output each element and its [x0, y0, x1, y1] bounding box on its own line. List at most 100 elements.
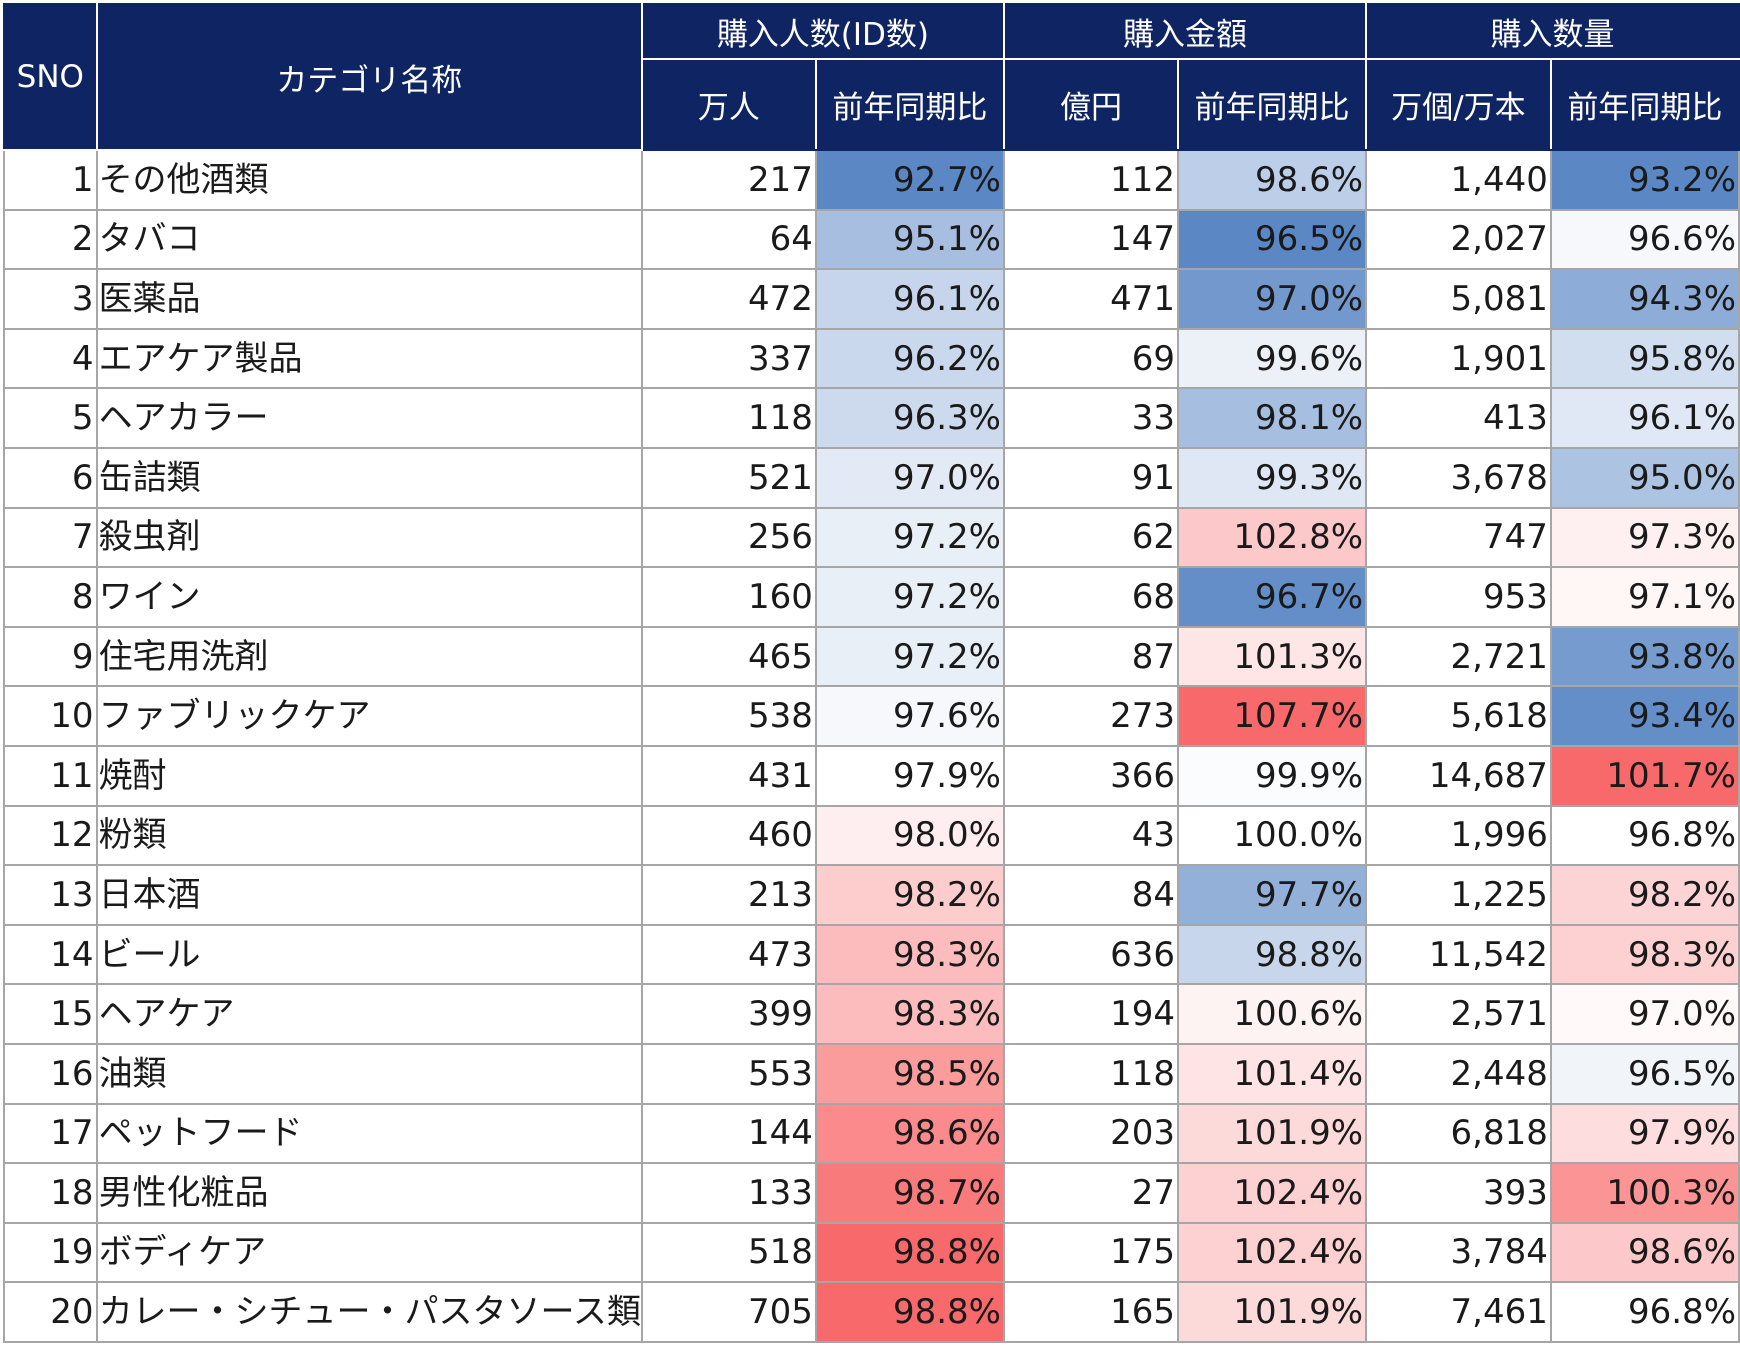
cell-amount-yoy[interactable]: 96.7%	[1176, 566, 1368, 628]
cell-buyers-yoy[interactable]: 96.3%	[814, 387, 1005, 449]
cell-category[interactable]: ボディケア	[95, 1221, 643, 1284]
cell-buyers-yoy[interactable]: 98.2%	[814, 864, 1005, 926]
cell-buyers[interactable]: 518	[640, 1221, 817, 1284]
header-quantity-yoy[interactable]: 前年同期比	[1549, 58, 1740, 151]
cell-buyers[interactable]: 538	[640, 685, 817, 747]
header-group-buyers[interactable]: 購入人数(ID数)	[640, 3, 1005, 60]
cell-sno[interactable]: 15	[3, 983, 98, 1045]
cell-amount[interactable]: 366	[1002, 744, 1179, 807]
cell-amount-yoy[interactable]: 102.4%	[1176, 1162, 1368, 1224]
cell-amount[interactable]: 175	[1002, 1221, 1179, 1284]
cell-quantity-yoy[interactable]: 95.8%	[1549, 327, 1740, 390]
cell-buyers[interactable]: 256	[640, 506, 817, 569]
cell-sno[interactable]: 13	[3, 864, 98, 926]
cell-quantity-yoy[interactable]: 97.3%	[1549, 506, 1740, 569]
cell-buyers-yoy[interactable]: 95.1%	[814, 208, 1005, 271]
cell-amount[interactable]: 84	[1002, 864, 1179, 926]
cell-buyers[interactable]: 521	[640, 446, 817, 509]
cell-quantity[interactable]: 3,678	[1365, 446, 1552, 509]
cell-amount[interactable]: 91	[1002, 446, 1179, 509]
cell-sno[interactable]: 6	[3, 446, 98, 509]
cell-quantity[interactable]: 5,618	[1365, 685, 1552, 747]
cell-buyers-yoy[interactable]: 98.3%	[814, 923, 1005, 986]
cell-sno[interactable]: 11	[3, 744, 98, 807]
cell-quantity[interactable]: 747	[1365, 506, 1552, 569]
cell-buyers-yoy[interactable]: 92.7%	[814, 149, 1005, 211]
header-quantity-unit[interactable]: 万個/万本	[1365, 58, 1552, 151]
cell-sno[interactable]: 2	[3, 208, 98, 271]
cell-amount-yoy[interactable]: 101.4%	[1176, 1042, 1368, 1105]
cell-quantity-yoy[interactable]: 98.2%	[1549, 864, 1740, 926]
cell-amount[interactable]: 636	[1002, 923, 1179, 986]
cell-amount-yoy[interactable]: 101.9%	[1176, 1281, 1368, 1343]
cell-amount-yoy[interactable]: 98.8%	[1176, 923, 1368, 986]
cell-category[interactable]: 油類	[95, 1042, 643, 1105]
cell-amount[interactable]: 471	[1002, 268, 1179, 330]
cell-category[interactable]: 日本酒	[95, 864, 643, 926]
cell-category[interactable]: ワイン	[95, 566, 643, 628]
cell-buyers-yoy[interactable]: 97.2%	[814, 506, 1005, 569]
cell-quantity[interactable]: 5,081	[1365, 268, 1552, 330]
cell-buyers[interactable]: 217	[640, 149, 817, 211]
cell-category[interactable]: カレー・シチュー・パスタソース類	[95, 1281, 643, 1343]
header-buyers-yoy[interactable]: 前年同期比	[814, 58, 1005, 151]
cell-quantity-yoy[interactable]: 98.3%	[1549, 923, 1740, 986]
cell-category[interactable]: 住宅用洗剤	[95, 625, 643, 688]
cell-category[interactable]: 粉類	[95, 804, 643, 867]
cell-buyers[interactable]: 472	[640, 268, 817, 330]
cell-sno[interactable]: 4	[3, 327, 98, 390]
cell-buyers-yoy[interactable]: 97.6%	[814, 685, 1005, 747]
cell-category[interactable]: ヘアケア	[95, 983, 643, 1045]
cell-amount-yoy[interactable]: 100.0%	[1176, 804, 1368, 867]
cell-quantity[interactable]: 14,687	[1365, 744, 1552, 807]
cell-quantity[interactable]: 2,721	[1365, 625, 1552, 688]
cell-sno[interactable]: 19	[3, 1221, 98, 1284]
cell-amount-yoy[interactable]: 101.3%	[1176, 625, 1368, 688]
cell-buyers-yoy[interactable]: 98.5%	[814, 1042, 1005, 1105]
cell-sno[interactable]: 20	[3, 1281, 98, 1343]
cell-amount[interactable]: 43	[1002, 804, 1179, 867]
cell-buyers-yoy[interactable]: 96.1%	[814, 268, 1005, 330]
cell-amount-yoy[interactable]: 96.5%	[1176, 208, 1368, 271]
cell-sno[interactable]: 18	[3, 1162, 98, 1224]
cell-amount[interactable]: 27	[1002, 1162, 1179, 1224]
cell-category[interactable]: 缶詰類	[95, 446, 643, 509]
cell-category[interactable]: ヘアカラー	[95, 387, 643, 449]
cell-amount-yoy[interactable]: 100.6%	[1176, 983, 1368, 1045]
cell-quantity[interactable]: 1,901	[1365, 327, 1552, 390]
cell-quantity[interactable]: 393	[1365, 1162, 1552, 1224]
cell-category[interactable]: その他酒類	[95, 149, 643, 211]
cell-quantity[interactable]: 7,461	[1365, 1281, 1552, 1343]
cell-amount-yoy[interactable]: 99.6%	[1176, 327, 1368, 390]
cell-quantity[interactable]: 6,818	[1365, 1102, 1552, 1165]
cell-buyers[interactable]: 465	[640, 625, 817, 688]
cell-category[interactable]: エアケア製品	[95, 327, 643, 390]
cell-quantity[interactable]: 2,571	[1365, 983, 1552, 1045]
cell-buyers-yoy[interactable]: 98.0%	[814, 804, 1005, 867]
cell-amount-yoy[interactable]: 102.8%	[1176, 506, 1368, 569]
cell-amount-yoy[interactable]: 97.0%	[1176, 268, 1368, 330]
header-category-name[interactable]: カテゴリ名称	[95, 3, 643, 151]
cell-buyers[interactable]: 64	[640, 208, 817, 271]
cell-quantity[interactable]: 3,784	[1365, 1221, 1552, 1284]
cell-buyers[interactable]: 399	[640, 983, 817, 1045]
header-amount-yoy[interactable]: 前年同期比	[1176, 58, 1368, 151]
cell-category[interactable]: タバコ	[95, 208, 643, 271]
cell-buyers-yoy[interactable]: 98.8%	[814, 1221, 1005, 1284]
cell-amount[interactable]: 273	[1002, 685, 1179, 747]
cell-sno[interactable]: 5	[3, 387, 98, 449]
cell-quantity-yoy[interactable]: 93.8%	[1549, 625, 1740, 688]
cell-amount[interactable]: 69	[1002, 327, 1179, 390]
cell-quantity-yoy[interactable]: 96.5%	[1549, 1042, 1740, 1105]
cell-category[interactable]: 医薬品	[95, 268, 643, 330]
cell-quantity[interactable]: 1,996	[1365, 804, 1552, 867]
cell-sno[interactable]: 1	[3, 149, 98, 211]
cell-buyers[interactable]: 337	[640, 327, 817, 390]
cell-buyers[interactable]: 160	[640, 566, 817, 628]
cell-sno[interactable]: 14	[3, 923, 98, 986]
cell-quantity-yoy[interactable]: 93.2%	[1549, 149, 1740, 211]
cell-amount[interactable]: 194	[1002, 983, 1179, 1045]
cell-quantity-yoy[interactable]: 96.6%	[1549, 208, 1740, 271]
cell-buyers[interactable]: 431	[640, 744, 817, 807]
cell-buyers-yoy[interactable]: 98.3%	[814, 983, 1005, 1045]
